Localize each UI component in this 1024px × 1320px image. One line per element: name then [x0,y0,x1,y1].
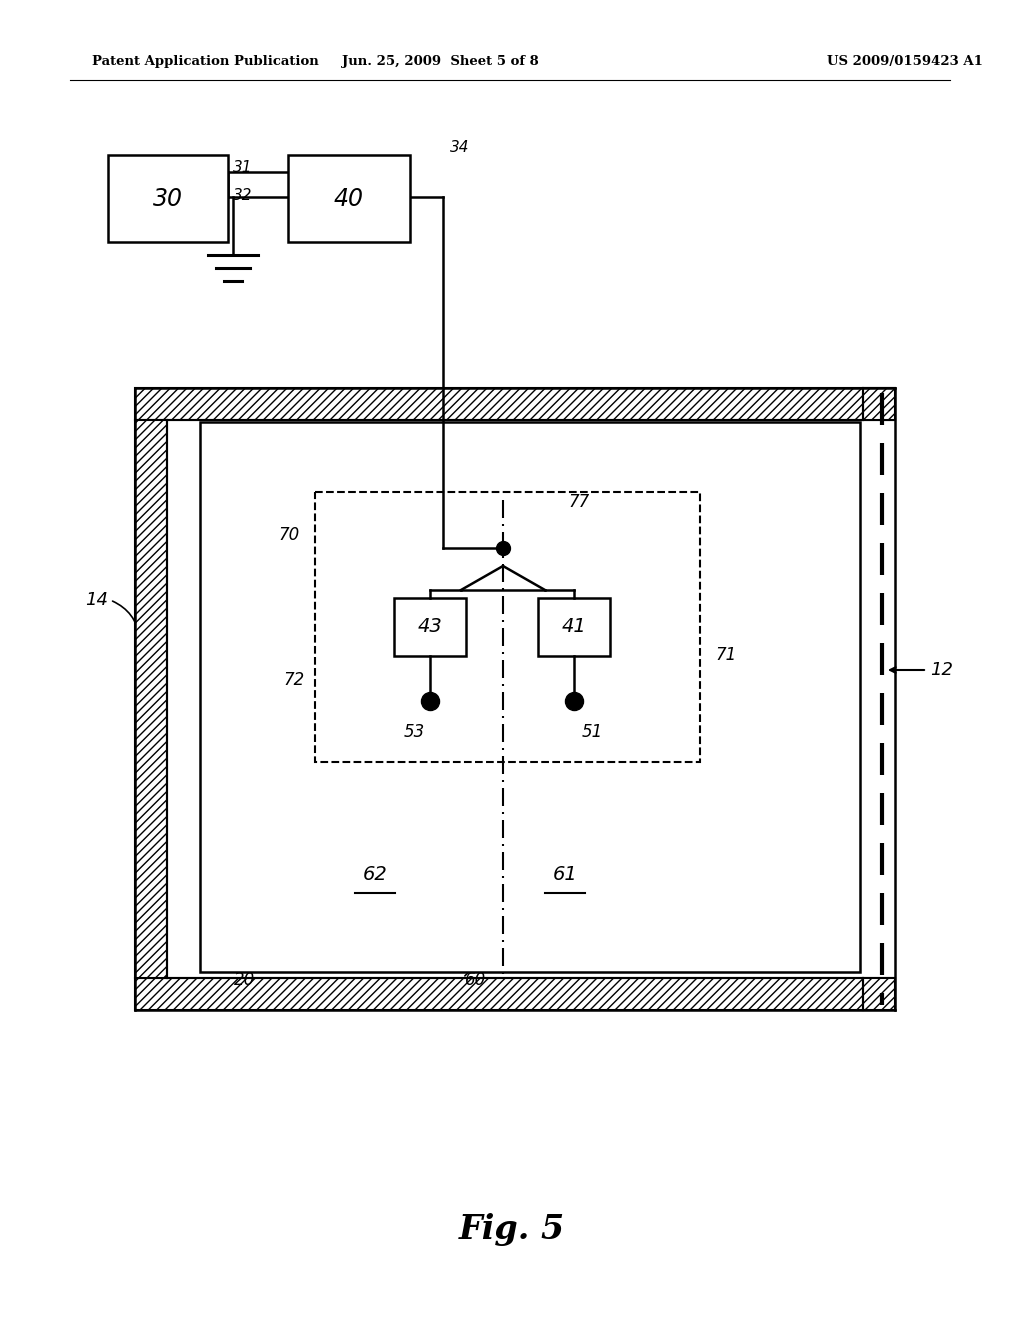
Text: 31: 31 [233,160,253,174]
Bar [135,978,895,1010]
Text: 77: 77 [568,492,589,511]
Text: 40: 40 [334,186,364,210]
Text: 71: 71 [715,645,736,664]
Bar [135,420,167,978]
Text: 70: 70 [279,525,300,544]
FancyArrowPatch shape [302,540,317,569]
Bar [288,154,410,242]
Bar [200,422,860,972]
Bar [135,388,895,1010]
FancyArrowPatch shape [465,964,498,975]
FancyArrowPatch shape [589,663,711,706]
Bar [315,492,700,762]
FancyArrowPatch shape [309,684,416,711]
Text: 20: 20 [233,972,255,989]
Text: 43: 43 [418,618,442,636]
Text: 12: 12 [930,661,953,678]
Text: 60: 60 [465,972,486,989]
Bar [538,598,610,656]
Bar [394,598,466,656]
Text: 61: 61 [553,866,578,884]
Text: US 2009/0159423 A1: US 2009/0159423 A1 [827,55,983,69]
Text: Patent Application Publication: Patent Application Publication [92,55,318,69]
Text: 41: 41 [561,618,587,636]
Bar [108,154,228,242]
Text: 53: 53 [403,723,425,741]
Bar [863,978,895,1010]
FancyArrowPatch shape [113,601,139,638]
Bar [863,388,895,420]
Text: 72: 72 [284,671,305,689]
Text: 14: 14 [85,591,108,609]
FancyArrowPatch shape [510,508,562,543]
Text: 51: 51 [582,723,603,741]
Text: Fig. 5: Fig. 5 [459,1213,565,1246]
Text: 30: 30 [153,186,183,210]
Bar [135,388,895,420]
Text: 34: 34 [450,140,469,156]
Text: 62: 62 [362,866,387,884]
Text: 32: 32 [233,187,253,202]
Text: Jun. 25, 2009  Sheet 5 of 8: Jun. 25, 2009 Sheet 5 of 8 [342,55,539,69]
